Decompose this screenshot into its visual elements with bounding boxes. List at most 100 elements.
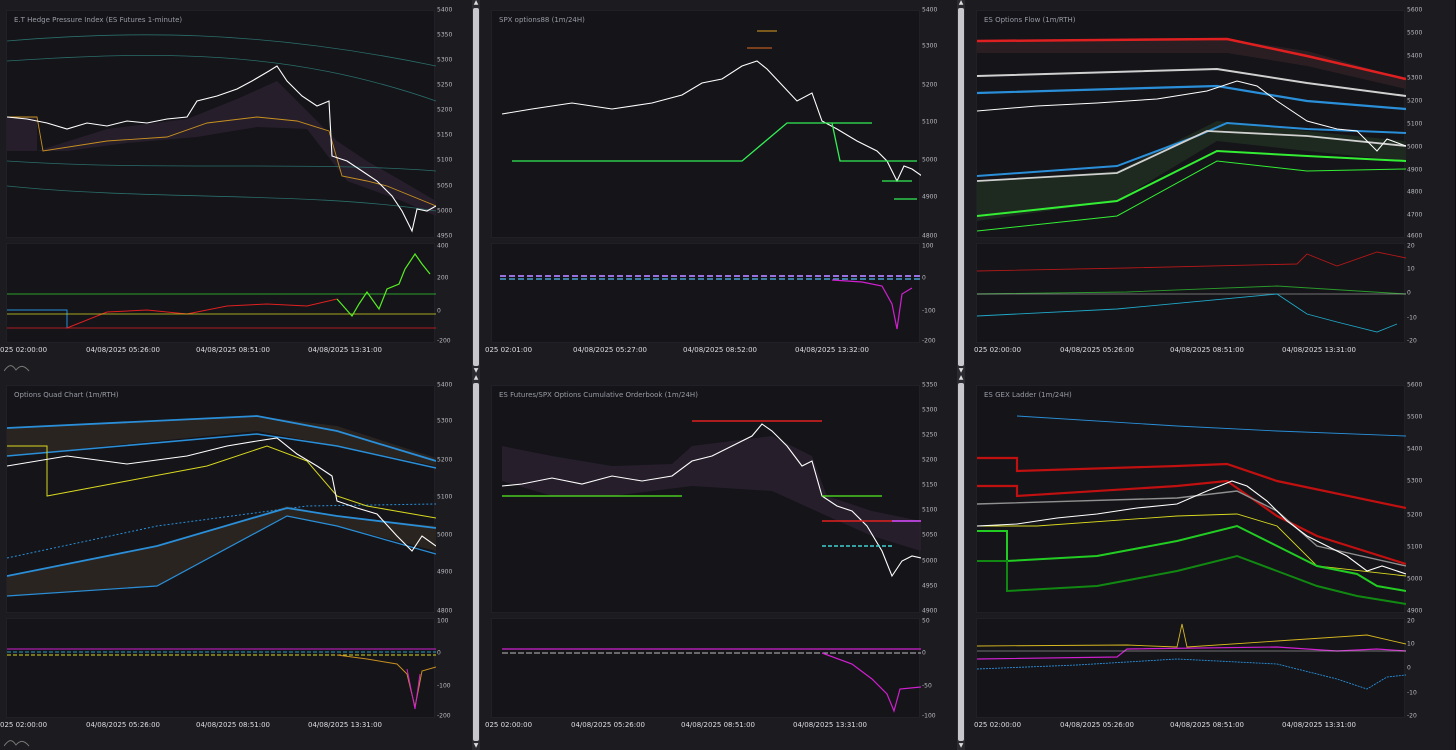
tick-label: 5000 <box>437 531 453 539</box>
time-label: 025 02:00:00 <box>0 346 48 354</box>
main-price-pane[interactable]: ES Futures/SPX Options Cumulative Orderb… <box>491 385 921 613</box>
indicator-plot <box>7 252 436 329</box>
price-plot <box>7 34 436 233</box>
scroll-thumb[interactable] <box>958 383 964 741</box>
scroll-thumb[interactable] <box>473 8 479 366</box>
tradingview-logo-icon <box>4 740 30 747</box>
tick-label: 5300 <box>437 417 453 425</box>
time-label: 04/08/2025 13:32:00 <box>795 346 870 354</box>
tick-label: 5200 <box>1407 97 1423 105</box>
tick-label: -10 <box>1407 689 1417 697</box>
scroll-up-icon[interactable]: ▲ <box>473 0 479 6</box>
tick-label: 5200 <box>437 106 453 114</box>
tick-label: 5400 <box>922 6 938 14</box>
tick-label: 5200 <box>437 456 453 464</box>
main-price-pane[interactable]: ES Options Flow (1m/RTH) <box>976 10 1406 238</box>
tick-label: 5000 <box>1407 575 1423 583</box>
tick-label: -20 <box>1407 712 1417 720</box>
scroll-down-icon[interactable]: ▼ <box>958 742 964 749</box>
tick-label: 5050 <box>437 182 453 190</box>
tick-label: 5250 <box>437 81 453 89</box>
time-label: 04/08/2025 05:26:00 <box>1060 346 1135 354</box>
tick-label: 0 <box>1407 289 1411 297</box>
tick-label: 4800 <box>922 232 938 240</box>
chart-title: ES GEX Ladder (1m/24H) <box>984 391 1072 399</box>
price-plot <box>7 415 436 597</box>
scroll-thumb[interactable] <box>473 383 479 741</box>
tick-label: 5200 <box>922 81 938 89</box>
tick-label: -200 <box>922 337 936 345</box>
chart-panel-gex-ladder[interactable]: ES GEX Ladder (1m/24H) 5600 5500 5400 53… <box>970 375 1455 750</box>
chart-panel-es-options-flow[interactable]: ES Options Flow (1m/RTH) 5600 5500 5400 … <box>970 0 1455 375</box>
tick-label: 4900 <box>922 607 938 615</box>
tick-label: 4700 <box>1407 211 1423 219</box>
tick-label: 0 <box>437 307 441 315</box>
tick-label: 4900 <box>922 193 938 201</box>
time-label: 04/08/2025 08:51:00 <box>1170 346 1245 354</box>
price-plot <box>501 420 921 578</box>
scrollbar[interactable]: ▲ ▼ <box>957 375 965 750</box>
tick-label: 5000 <box>922 156 938 164</box>
tick-label: 5300 <box>922 42 938 50</box>
price-plot <box>501 30 921 200</box>
tick-label: 5050 <box>922 531 938 539</box>
time-label: 04/08/2025 05:26:00 <box>86 346 161 354</box>
tick-label: -200 <box>437 712 451 720</box>
indicator-pane[interactable] <box>6 243 436 343</box>
time-label: 025 02:00:00 <box>974 346 1022 354</box>
scroll-down-icon[interactable]: ▼ <box>473 367 479 374</box>
main-price-pane[interactable]: Options Quad Chart (1m/RTH) <box>6 385 436 613</box>
tick-label: 100 <box>922 242 934 250</box>
chart-panel-options-quad[interactable]: Options Quad Chart (1m/RTH) 5400 5300 52… <box>0 375 485 750</box>
chart-title: SPX options88 (1m/24H) <box>499 16 585 24</box>
indicator-axis: 100 0 -100 -200 <box>437 618 467 720</box>
tick-label: 5300 <box>1407 477 1423 485</box>
tick-label: -100 <box>922 712 936 720</box>
tick-label: 5100 <box>1407 120 1423 128</box>
scrollbar[interactable]: ▲ ▼ <box>957 0 965 375</box>
price-axis: 5400 5300 5200 5100 5000 4900 4800 <box>922 6 952 240</box>
indicator-axis: 400 200 0 -200 <box>437 242 467 345</box>
tick-label: 4950 <box>437 232 453 240</box>
tick-label: 10 <box>1407 265 1415 273</box>
indicator-pane[interactable] <box>976 243 1406 343</box>
price-plot <box>977 415 1406 605</box>
chart-panel-cumulative-orderbook[interactable]: ES Futures/SPX Options Cumulative Orderb… <box>485 375 970 750</box>
indicator-plot <box>7 648 436 710</box>
tick-label: 5500 <box>1407 29 1423 37</box>
time-label: 04/08/2025 08:51:00 <box>196 346 271 354</box>
time-label: 04/08/2025 05:26:00 <box>571 721 646 729</box>
chart-panel-hedge-pressure[interactable]: E.T Hedge Pressure Index (ES Futures 1-m… <box>0 0 485 375</box>
chart-panel-spx-options88[interactable]: SPX options88 (1m/24H) 5400 5300 5200 51… <box>485 0 970 375</box>
indicator-pane[interactable] <box>976 618 1406 718</box>
scrollbar[interactable]: ▲ ▼ <box>472 0 480 375</box>
tick-label: 5350 <box>437 31 453 39</box>
tick-label: 5200 <box>1407 511 1423 519</box>
tick-label: 5300 <box>1407 74 1423 82</box>
scrollbar[interactable]: ▲ ▼ <box>472 375 480 750</box>
scroll-up-icon[interactable]: ▲ <box>958 374 964 381</box>
indicator-pane[interactable] <box>491 243 921 343</box>
tick-label: 5400 <box>437 381 453 389</box>
indicator-plot <box>502 648 921 713</box>
scroll-thumb[interactable] <box>958 8 964 366</box>
tick-label: 5150 <box>922 481 938 489</box>
indicator-plot <box>977 251 1406 333</box>
scroll-down-icon[interactable]: ▼ <box>473 742 479 749</box>
main-price-pane[interactable]: ES GEX Ladder (1m/24H) <box>976 385 1406 613</box>
tick-label: 400 <box>437 242 449 250</box>
main-price-pane[interactable]: SPX options88 (1m/24H) <box>491 10 921 238</box>
indicator-pane[interactable] <box>491 618 921 718</box>
tick-label: -100 <box>437 682 451 690</box>
tick-label: 5000 <box>1407 143 1423 151</box>
time-label: 04/08/2025 13:31:00 <box>1282 346 1357 354</box>
main-price-pane[interactable]: E.T Hedge Pressure Index (ES Futures 1-m… <box>6 10 436 238</box>
scroll-up-icon[interactable]: ▲ <box>958 0 964 6</box>
time-label: 04/08/2025 13:31:00 <box>1282 721 1357 729</box>
indicator-pane[interactable] <box>6 618 436 718</box>
time-label: 04/08/2025 13:31:00 <box>793 721 868 729</box>
scroll-down-icon[interactable]: ▼ <box>958 367 964 374</box>
tick-label: 5400 <box>1407 445 1423 453</box>
scroll-up-icon[interactable]: ▲ <box>473 374 479 381</box>
price-axis: 5600 5500 5400 5300 5200 5100 5000 4900 … <box>1407 7 1437 240</box>
